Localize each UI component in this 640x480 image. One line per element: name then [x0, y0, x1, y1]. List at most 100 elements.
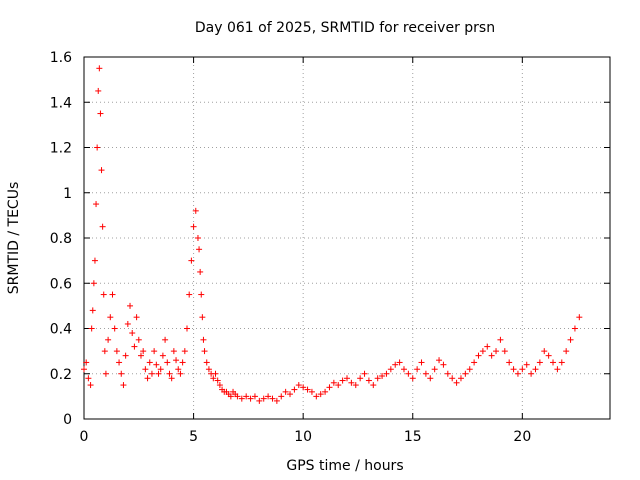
data-point	[431, 366, 438, 373]
data-point	[97, 110, 104, 117]
data-point	[124, 320, 131, 327]
data-point	[184, 325, 191, 332]
data-point	[256, 397, 263, 404]
data-point	[348, 379, 355, 386]
data-point	[300, 384, 307, 391]
data-point	[418, 359, 425, 366]
data-point	[159, 352, 166, 359]
data-point	[387, 366, 394, 373]
data-point	[444, 370, 451, 377]
data-point	[449, 375, 456, 382]
data-point	[308, 388, 315, 395]
data-point	[205, 366, 212, 373]
data-point	[278, 393, 285, 400]
data-point	[361, 370, 368, 377]
data-point	[396, 359, 403, 366]
data-point	[440, 361, 447, 368]
x-axis-label: GPS time / hours	[286, 458, 403, 474]
data-point	[409, 375, 416, 382]
data-point	[265, 393, 272, 400]
data-point	[198, 291, 205, 298]
data-point	[339, 377, 346, 384]
data-point	[234, 393, 241, 400]
data-point	[427, 375, 434, 382]
data-point	[282, 388, 289, 395]
data-point	[475, 352, 482, 359]
data-point	[194, 235, 201, 241]
y-tick-label: 0	[63, 412, 72, 428]
data-point	[322, 388, 329, 395]
data-point	[129, 330, 136, 337]
data-point	[514, 370, 521, 377]
data-point	[554, 366, 561, 373]
data-point	[295, 382, 302, 389]
y-tick-label: 1.2	[50, 141, 72, 157]
data-point	[488, 352, 495, 359]
data-point	[203, 359, 210, 366]
x-tick-label: 5	[189, 429, 198, 445]
data-point	[179, 359, 186, 366]
data-point	[192, 207, 199, 214]
data-point	[287, 391, 294, 398]
grid	[84, 57, 610, 419]
data-point	[89, 307, 96, 314]
data-point	[400, 366, 407, 373]
data-point	[91, 257, 98, 264]
data-point	[164, 359, 171, 366]
data-point	[243, 393, 250, 400]
data-point	[273, 397, 280, 404]
data-point	[131, 343, 138, 350]
data-point	[81, 366, 87, 373]
data-point	[83, 359, 90, 366]
data-point	[383, 370, 390, 377]
data-point	[506, 359, 513, 366]
data-point	[576, 314, 583, 321]
data-point	[100, 291, 107, 298]
data-point	[188, 257, 195, 264]
data-point	[550, 359, 557, 366]
data-point	[181, 348, 188, 355]
data-point	[146, 359, 153, 366]
data-point	[113, 348, 120, 355]
data-point	[166, 370, 173, 377]
y-axis-label: SRMTID / TECUs	[6, 182, 22, 295]
data-point	[317, 391, 324, 398]
y-axis-ticks: 0 0.2 0.4 0.6 0.8 1 1.2 1.4 1.6	[50, 50, 610, 428]
data-point	[120, 382, 127, 389]
data-point	[251, 393, 258, 400]
data-point	[168, 375, 175, 382]
data-point	[422, 370, 429, 377]
data-point	[479, 348, 486, 355]
data-point	[471, 359, 478, 366]
data-point	[414, 366, 421, 373]
data-point	[523, 361, 530, 368]
data-point	[212, 370, 219, 377]
y-tick-label: 0.4	[50, 322, 72, 338]
data-point	[269, 395, 276, 402]
data-point	[144, 375, 151, 382]
data-point	[238, 395, 245, 402]
data-point	[111, 325, 118, 332]
data-point	[344, 375, 350, 382]
data-point	[563, 348, 570, 355]
data-point	[175, 366, 182, 373]
data-points	[81, 65, 583, 404]
data-point	[107, 314, 114, 321]
y-tick-label: 1.6	[50, 50, 72, 66]
data-point	[247, 395, 254, 402]
data-point	[227, 393, 234, 400]
data-point	[291, 386, 298, 393]
data-point	[101, 348, 108, 355]
data-point	[536, 359, 543, 366]
y-tick-label: 0.6	[50, 276, 72, 292]
data-point	[87, 382, 94, 389]
data-point	[260, 395, 267, 402]
y-tick-label: 1.4	[50, 95, 72, 111]
data-point	[137, 352, 144, 359]
data-point	[95, 87, 102, 94]
data-point	[571, 325, 578, 332]
data-point	[155, 370, 162, 377]
data-point	[374, 375, 381, 382]
data-point	[214, 377, 221, 384]
